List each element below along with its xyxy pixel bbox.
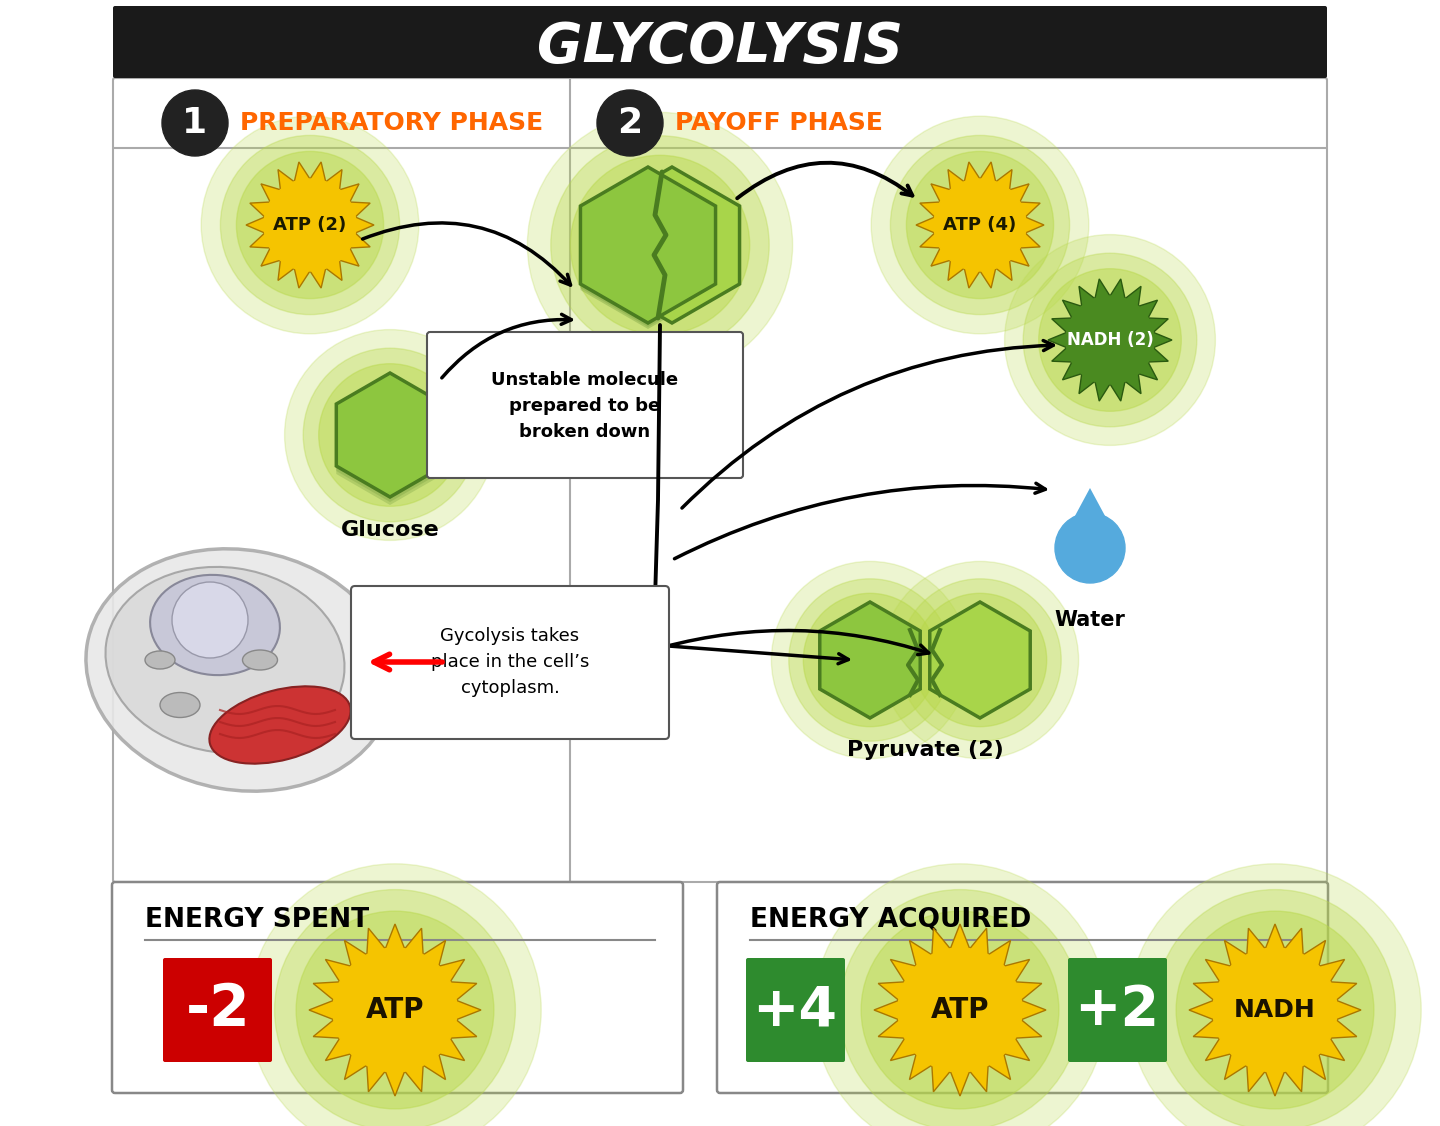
Ellipse shape xyxy=(105,566,344,753)
Circle shape xyxy=(814,864,1106,1126)
Circle shape xyxy=(171,582,248,658)
Circle shape xyxy=(935,179,1025,271)
Circle shape xyxy=(318,364,461,507)
Polygon shape xyxy=(1048,279,1172,401)
Text: +4: +4 xyxy=(753,983,838,1037)
Circle shape xyxy=(1212,948,1336,1072)
Circle shape xyxy=(1038,269,1181,411)
Text: NADH: NADH xyxy=(1234,998,1316,1022)
Circle shape xyxy=(249,864,541,1126)
Polygon shape xyxy=(337,373,444,497)
Circle shape xyxy=(304,348,477,521)
Circle shape xyxy=(297,911,494,1109)
Text: PREPARATORY PHASE: PREPARATORY PHASE xyxy=(240,111,543,135)
Circle shape xyxy=(527,113,792,377)
Circle shape xyxy=(840,890,1080,1126)
Polygon shape xyxy=(337,381,444,504)
Text: NADH (2): NADH (2) xyxy=(1067,331,1153,349)
Polygon shape xyxy=(337,378,444,502)
Circle shape xyxy=(861,911,1058,1109)
Polygon shape xyxy=(819,602,920,718)
Circle shape xyxy=(913,593,1047,726)
Polygon shape xyxy=(337,375,444,499)
Text: ATP: ATP xyxy=(366,997,425,1024)
Polygon shape xyxy=(580,171,716,327)
Polygon shape xyxy=(246,162,374,288)
FancyBboxPatch shape xyxy=(1068,958,1166,1062)
Circle shape xyxy=(264,179,356,271)
Ellipse shape xyxy=(160,692,200,717)
Text: 2: 2 xyxy=(618,106,642,140)
FancyBboxPatch shape xyxy=(351,586,670,739)
FancyBboxPatch shape xyxy=(112,882,683,1093)
Polygon shape xyxy=(916,162,1044,288)
Circle shape xyxy=(1129,864,1421,1126)
Circle shape xyxy=(789,579,952,741)
Polygon shape xyxy=(310,924,481,1096)
Circle shape xyxy=(1056,513,1125,583)
Text: -2: -2 xyxy=(186,982,251,1038)
FancyBboxPatch shape xyxy=(112,6,1328,78)
Circle shape xyxy=(1024,253,1197,427)
Circle shape xyxy=(333,948,456,1072)
Text: Unstable molecule
prepared to be
broken down: Unstable molecule prepared to be broken … xyxy=(491,370,678,441)
Circle shape xyxy=(275,890,516,1126)
Ellipse shape xyxy=(242,650,278,670)
Polygon shape xyxy=(1189,924,1361,1096)
Circle shape xyxy=(899,948,1022,1072)
Polygon shape xyxy=(580,167,716,323)
Circle shape xyxy=(906,151,1054,298)
Text: Gycolysis takes
place in the cell’s
cytoplasm.: Gycolysis takes place in the cell’s cyto… xyxy=(431,626,589,697)
Text: 1: 1 xyxy=(183,106,207,140)
Circle shape xyxy=(550,136,769,355)
Text: ENERGY ACQUIRED: ENERGY ACQUIRED xyxy=(750,908,1031,933)
Polygon shape xyxy=(580,169,716,325)
Polygon shape xyxy=(1063,488,1117,540)
FancyBboxPatch shape xyxy=(717,882,1328,1093)
Polygon shape xyxy=(580,173,716,329)
Polygon shape xyxy=(874,924,1045,1096)
Text: Pyruvate (2): Pyruvate (2) xyxy=(847,740,1004,760)
Circle shape xyxy=(804,593,936,726)
Circle shape xyxy=(220,135,400,314)
Circle shape xyxy=(890,135,1070,314)
Circle shape xyxy=(1005,234,1215,446)
Text: Glucose: Glucose xyxy=(341,520,439,540)
Ellipse shape xyxy=(145,651,176,669)
Text: ATP (4): ATP (4) xyxy=(943,216,1017,234)
Circle shape xyxy=(202,116,419,333)
Circle shape xyxy=(1155,890,1395,1126)
FancyBboxPatch shape xyxy=(112,78,1328,882)
FancyBboxPatch shape xyxy=(163,958,272,1062)
Circle shape xyxy=(1176,911,1374,1109)
Text: +2: +2 xyxy=(1074,983,1159,1037)
Circle shape xyxy=(161,90,228,157)
Circle shape xyxy=(570,155,750,334)
Circle shape xyxy=(285,330,495,540)
Text: GLYCOLYSIS: GLYCOLYSIS xyxy=(537,20,903,74)
Polygon shape xyxy=(605,167,740,323)
Text: ATP: ATP xyxy=(930,997,989,1024)
Polygon shape xyxy=(930,602,1030,718)
Circle shape xyxy=(772,562,969,759)
Circle shape xyxy=(236,151,383,298)
Ellipse shape xyxy=(150,575,279,676)
FancyBboxPatch shape xyxy=(746,958,845,1062)
Circle shape xyxy=(871,116,1089,333)
Ellipse shape xyxy=(209,687,350,763)
Text: ATP (2): ATP (2) xyxy=(274,216,347,234)
Circle shape xyxy=(598,90,662,157)
Text: PAYOFF PHASE: PAYOFF PHASE xyxy=(675,111,883,135)
Ellipse shape xyxy=(86,548,395,792)
FancyBboxPatch shape xyxy=(428,332,743,479)
Circle shape xyxy=(881,562,1079,759)
Text: ENERGY SPENT: ENERGY SPENT xyxy=(145,908,369,933)
Text: Water: Water xyxy=(1054,610,1126,631)
Circle shape xyxy=(1066,296,1153,384)
Circle shape xyxy=(899,579,1061,741)
